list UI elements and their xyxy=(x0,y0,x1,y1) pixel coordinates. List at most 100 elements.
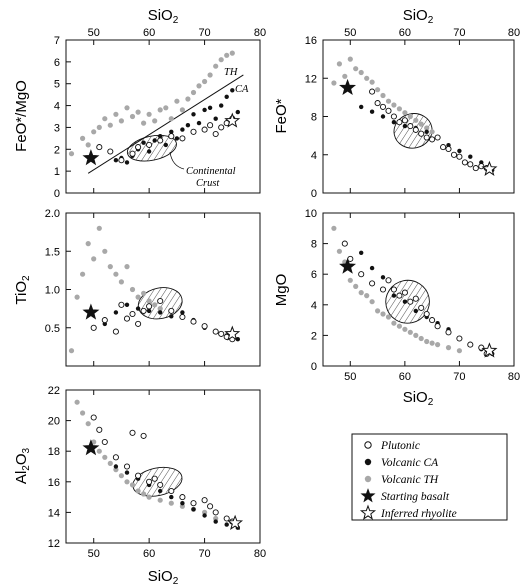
point-volcanic-th xyxy=(418,335,424,342)
x-tick-label: 70 xyxy=(453,371,465,383)
plot-frame xyxy=(65,39,261,194)
point-volcanic-ca xyxy=(224,94,229,100)
point-volcanic-th xyxy=(396,323,402,329)
y-axis-title: FeO*/MgO xyxy=(13,80,30,152)
legend-starting-basalt-star xyxy=(360,488,376,503)
y-axis-title: MgO xyxy=(273,274,290,307)
point-volcanic-ca xyxy=(369,109,375,114)
y-tick-label: 4 xyxy=(54,101,60,113)
y-tick-label: 6 xyxy=(311,269,317,281)
point-volcanic-th xyxy=(224,52,230,58)
point-volcanic-ca xyxy=(124,160,130,165)
point-plutonic xyxy=(369,280,376,287)
legend-plutonic-marker xyxy=(364,441,372,449)
point-volcanic-th xyxy=(353,283,359,289)
point-plutonic xyxy=(379,286,387,293)
y-tick-label: 16 xyxy=(48,477,60,489)
point-volcanic-th xyxy=(402,110,408,116)
point-volcanic-ca xyxy=(207,105,213,111)
point-volcanic-th xyxy=(96,124,102,130)
point-volcanic-th xyxy=(179,107,185,113)
point-volcanic-ca xyxy=(224,522,229,527)
point-plutonic xyxy=(140,432,147,439)
point-volcanic-th xyxy=(96,225,102,231)
starting-basalt-star xyxy=(82,439,100,456)
point-volcanic-ca xyxy=(191,112,196,117)
point-volcanic-th xyxy=(353,66,359,72)
legend-volcanic-ca-marker xyxy=(364,458,372,466)
point-plutonic xyxy=(385,277,392,284)
point-plutonic xyxy=(207,122,214,129)
marks xyxy=(331,225,498,358)
point-volcanic-th xyxy=(413,117,419,123)
point-volcanic-ca xyxy=(391,293,397,298)
y-tick-label: 0 xyxy=(54,188,60,200)
panel-mgo: 50 60 70 80 0 2 4 6 8 10 SiO2 MgO xyxy=(273,208,520,408)
point-volcanic-ca xyxy=(196,120,202,126)
point-volcanic-th xyxy=(129,482,136,488)
legend-plutonic-label: Plutonic xyxy=(380,440,420,452)
point-volcanic-ca xyxy=(235,337,240,342)
point-plutonic xyxy=(212,328,219,335)
point-volcanic-th xyxy=(331,225,337,231)
point-volcanic-ca xyxy=(113,464,119,469)
point-volcanic-th xyxy=(85,142,91,148)
y-tick-label: 4 xyxy=(311,150,317,162)
point-volcanic-th xyxy=(369,79,375,85)
point-volcanic-ca xyxy=(369,265,375,271)
point-volcanic-th xyxy=(435,342,441,348)
point-volcanic-th xyxy=(146,298,152,304)
point-plutonic xyxy=(190,318,197,325)
point-volcanic-ca xyxy=(141,140,146,145)
point-plutonic xyxy=(456,153,463,160)
point-volcanic-ca xyxy=(213,519,218,524)
point-volcanic-ca xyxy=(174,136,180,141)
point-plutonic xyxy=(168,307,175,314)
ticks: 50 60 70 80 0 4 8 12 16 xyxy=(305,27,520,200)
y-axis-title: FeO* xyxy=(273,98,290,133)
point-plutonic xyxy=(434,323,441,330)
ticks: 50 60 70 80 12 14 16 18 20 22 xyxy=(48,385,266,560)
y-tick-label: 22 xyxy=(48,385,60,397)
point-volcanic-th xyxy=(124,264,130,270)
point-volcanic-th xyxy=(91,256,97,262)
starting-basalt-star xyxy=(82,303,100,320)
point-volcanic-th xyxy=(402,326,408,332)
point-volcanic-th xyxy=(157,497,163,503)
point-plutonic xyxy=(379,103,387,110)
point-plutonic xyxy=(179,494,186,501)
point-volcanic-ca xyxy=(202,107,207,113)
point-plutonic xyxy=(168,487,175,495)
point-volcanic-th xyxy=(336,61,342,67)
point-volcanic-ca xyxy=(230,88,235,93)
point-volcanic-ca xyxy=(158,488,163,494)
point-volcanic-ca xyxy=(468,154,473,159)
point-volcanic-th xyxy=(96,448,102,454)
x-tick-label: 80 xyxy=(254,548,266,560)
y-tick-label: 2.0 xyxy=(45,208,60,220)
panel-tio2: 0.5 1.0 1.5 2.0 TiO2 xyxy=(13,208,261,367)
marks xyxy=(331,56,498,176)
point-plutonic xyxy=(168,133,175,140)
point-volcanic-th xyxy=(364,75,370,81)
inferred-rhyolite-star xyxy=(227,514,244,530)
point-volcanic-th xyxy=(85,421,91,427)
point-plutonic xyxy=(407,123,414,130)
point-volcanic-th xyxy=(168,116,174,122)
point-plutonic xyxy=(207,503,214,510)
point-volcanic-ca xyxy=(146,149,152,154)
point-volcanic-th xyxy=(68,151,75,157)
point-volcanic-ca xyxy=(169,129,174,134)
point-plutonic xyxy=(396,292,403,299)
point-volcanic-th xyxy=(141,290,147,296)
starting-basalt-star xyxy=(339,78,357,95)
point-volcanic-th xyxy=(331,80,337,86)
legend-volcanic-th-marker xyxy=(364,475,372,483)
crust-field xyxy=(126,134,177,162)
y-tick-label: 2 xyxy=(54,144,60,156)
y-tick-label: 4 xyxy=(311,300,317,312)
point-volcanic-th xyxy=(429,340,435,346)
point-plutonic xyxy=(401,289,408,296)
point-plutonic xyxy=(118,157,125,164)
point-volcanic-th xyxy=(80,271,86,277)
